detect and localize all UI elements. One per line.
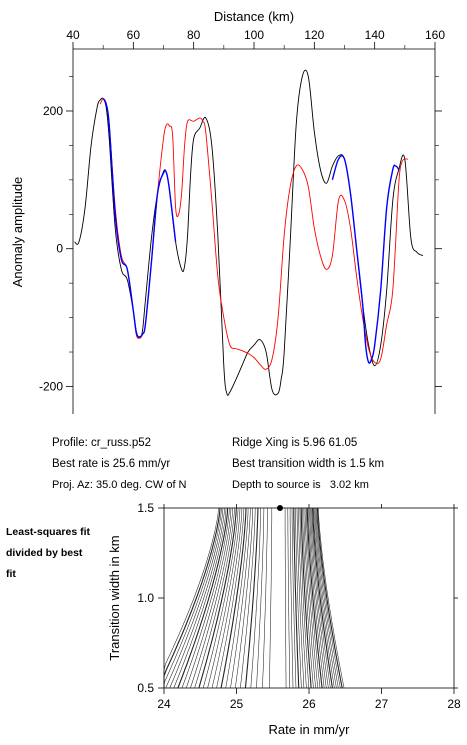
bottom-ylabel: Transition width in km (107, 535, 122, 660)
contour-line (177, 507, 229, 689)
info-best-rate: Best rate is 25.6 mm/yr (52, 458, 171, 470)
top-y-ticks: -200 0 200 (39, 76, 442, 393)
contour-line (163, 507, 221, 688)
contour-line (262, 507, 268, 689)
series-line-1 (99, 98, 408, 370)
top-x-tick-label: 60 (127, 28, 141, 42)
top-xlabel: Distance (km) (214, 9, 294, 24)
profile-chart: Distance (km) 40 60 80 100 120 140 160 -200 0 20… (10, 9, 445, 414)
contour-line (312, 507, 333, 689)
info-ridge-crossing: Ridge Xing is 5.96 61.05 (232, 437, 358, 449)
contour-line (299, 507, 310, 689)
bottom-x-tick-label: 24 (157, 697, 171, 711)
top-x-ticks: 40 60 80 100 120 140 160 (66, 28, 445, 49)
bottom-x-tick-label: 25 (230, 697, 244, 711)
top-x-tick-label: 100 (244, 28, 264, 42)
contour-line (310, 507, 329, 689)
contour-line (311, 507, 331, 689)
contour-line (303, 507, 316, 689)
contour-line (198, 507, 237, 689)
contour-line (202, 507, 239, 689)
contour-line (313, 507, 335, 689)
series-line-2 (102, 98, 177, 338)
top-x-tick-label: 140 (365, 28, 385, 42)
info-projection-azimuth: Proj. Az: 35.0 deg. CW of N (52, 479, 187, 491)
contour-line (298, 508, 307, 689)
contour-line (306, 507, 323, 689)
contour-line (296, 507, 305, 689)
contour-line (194, 507, 235, 689)
contour-line (240, 507, 256, 689)
bottom-xlabel: Rate in mm/yr (269, 722, 351, 737)
contour-line (169, 507, 225, 689)
contour-line (316, 507, 341, 689)
contour-line (302, 507, 314, 689)
contour-line (287, 508, 291, 689)
contour-line (207, 507, 241, 689)
bottom-y-tick-label: 1.5 (137, 501, 154, 515)
contour-line (295, 508, 302, 689)
bottom-y-tick-label: 1.0 (137, 591, 154, 605)
contour-line (308, 507, 325, 689)
contour-line (230, 507, 251, 689)
contour-line (269, 508, 273, 689)
contour-line (305, 507, 321, 689)
series-line-3 (331, 155, 400, 364)
contour-line (309, 507, 327, 689)
top-x-tick-label: 120 (304, 28, 324, 42)
contour-line (289, 508, 294, 689)
top-ylabel: Anomaly amplitude (10, 177, 25, 288)
contour-line (163, 507, 219, 688)
profile-series (74, 69, 424, 396)
contour-line (173, 507, 227, 689)
contour-line (185, 507, 232, 689)
contour-line (291, 507, 297, 689)
contour-line (304, 507, 319, 689)
bottom-y-tick-label: 0.5 (137, 681, 154, 695)
contour-line (314, 507, 337, 689)
contour-lines (163, 507, 345, 689)
info-depth-to-source: Depth to source is 3.02 km (232, 479, 369, 491)
top-y-tick-label: -200 (39, 379, 63, 393)
bottom-x-tick-label: 28 (447, 697, 461, 711)
info-profile: Profile: cr_russ.p52 (52, 437, 152, 449)
top-y-tick-label: 200 (43, 104, 63, 118)
contour-line (244, 507, 259, 689)
contour-line (315, 507, 339, 689)
bottom-x-tick-label: 27 (375, 697, 389, 711)
bottom-x-ticks: 24 25 26 27 28 (157, 504, 461, 711)
contour-line (163, 507, 222, 689)
contour-line (220, 507, 247, 689)
contour-line (316, 507, 343, 689)
series-line-0 (74, 69, 424, 396)
misfit-contour-chart: 24 25 26 27 28 0.5 1.0 1.5 Rate in mm/yr Trans… (107, 501, 461, 737)
contour-line (235, 507, 253, 689)
top-x-tick-label: 80 (187, 28, 201, 42)
contour-line (318, 507, 345, 689)
contour-line (190, 507, 234, 689)
top-y-tick-label: 0 (56, 242, 63, 256)
contour-line (181, 507, 230, 689)
contour-line (256, 507, 265, 689)
contour-line (250, 507, 261, 689)
top-x-tick-label: 160 (425, 28, 445, 42)
bottom-x-tick-label: 26 (302, 697, 316, 711)
contour-line (216, 507, 245, 689)
contour-line (284, 508, 287, 689)
best-fit-point (277, 505, 283, 511)
info-transition-width: Best transition width is 1.5 km (232, 458, 385, 470)
contour-line (165, 507, 224, 689)
top-x-tick-label: 40 (66, 28, 80, 42)
contour-line (293, 508, 300, 689)
contour-line (211, 507, 243, 689)
contour-line (300, 507, 312, 689)
contour-line (225, 507, 249, 689)
contour-note: Least-squares fit divided by best fit (6, 526, 91, 580)
bottom-y-ticks: 0.5 1.0 1.5 (137, 501, 458, 695)
